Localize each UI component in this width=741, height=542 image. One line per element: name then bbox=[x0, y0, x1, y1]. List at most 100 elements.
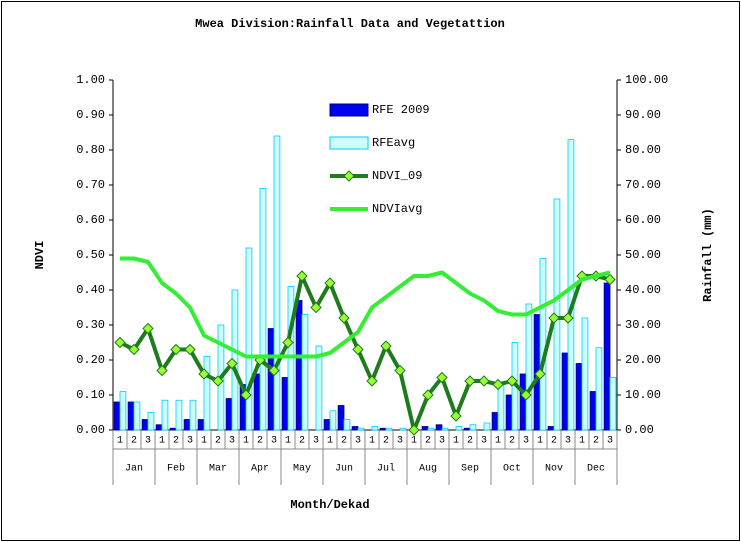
bar bbox=[189, 399, 197, 431]
bar bbox=[295, 300, 303, 431]
y-tick-label: 0.50 bbox=[76, 248, 105, 262]
y2-axis-label: Rainfall (mm) bbox=[701, 208, 715, 302]
marker bbox=[352, 343, 364, 356]
bar bbox=[575, 363, 583, 431]
x-tick-label: 1 bbox=[243, 436, 249, 447]
y-tick-label: 0.00 bbox=[76, 423, 105, 437]
bar bbox=[273, 135, 281, 431]
bar bbox=[259, 188, 267, 431]
marker bbox=[436, 371, 448, 384]
bar bbox=[491, 412, 499, 431]
legend-label: RFEavg bbox=[372, 136, 415, 150]
marker bbox=[562, 312, 574, 324]
marker bbox=[380, 340, 392, 352]
bar bbox=[525, 303, 533, 431]
bar bbox=[539, 258, 547, 431]
y2-tick-label: 40.00 bbox=[625, 283, 661, 297]
x-tick-label: 1 bbox=[117, 436, 123, 447]
marker bbox=[268, 364, 280, 377]
x-group-label: Nov bbox=[545, 464, 563, 475]
bar bbox=[323, 419, 331, 431]
bar bbox=[141, 419, 149, 431]
y-axis-label: NDVI bbox=[33, 241, 47, 270]
marker bbox=[408, 424, 420, 436]
x-group-label: Dec bbox=[587, 464, 605, 475]
bar bbox=[253, 373, 261, 431]
bar bbox=[589, 391, 597, 431]
bar bbox=[315, 345, 323, 431]
bar bbox=[427, 427, 435, 431]
x-group-label: Jul bbox=[377, 463, 395, 475]
x-tick-label: 3 bbox=[607, 436, 613, 447]
marker bbox=[212, 375, 224, 387]
marker bbox=[142, 322, 154, 335]
bar bbox=[127, 401, 135, 431]
x-tick-label: 1 bbox=[201, 436, 207, 447]
y2-tick-label: 0.00 bbox=[625, 423, 654, 437]
y-tick-label: 0.90 bbox=[76, 108, 105, 122]
bar bbox=[371, 426, 379, 431]
y-tick-label: 0.70 bbox=[76, 178, 105, 192]
line bbox=[120, 256, 611, 359]
x-tick-label: 3 bbox=[565, 436, 571, 447]
bar bbox=[505, 394, 513, 431]
x-tick-label: 3 bbox=[145, 436, 151, 447]
x-tick-label: 3 bbox=[397, 436, 403, 447]
chart-title: Mwea Division:Rainfall Data and Vegetatt… bbox=[195, 17, 505, 31]
bar bbox=[483, 422, 491, 431]
y2-tick-label: 10.00 bbox=[625, 388, 661, 402]
x-tick-label: 3 bbox=[439, 436, 445, 447]
marker bbox=[282, 336, 294, 349]
marker bbox=[492, 378, 504, 391]
x-tick-label: 2 bbox=[383, 436, 389, 447]
marker bbox=[520, 389, 532, 401]
bar bbox=[609, 377, 617, 431]
x-group-label: Jun bbox=[335, 464, 353, 475]
x-axis-label: Month/Dekad bbox=[290, 498, 369, 512]
bar bbox=[343, 419, 351, 431]
bar bbox=[581, 317, 589, 431]
marker bbox=[128, 343, 140, 356]
bar bbox=[455, 426, 463, 431]
x-tick-label: 1 bbox=[453, 436, 459, 447]
marker bbox=[450, 410, 462, 422]
x-tick-label: 2 bbox=[257, 436, 263, 447]
bar bbox=[519, 373, 527, 431]
legend-label: NDVIavg bbox=[372, 202, 422, 216]
x-group-label: Feb bbox=[167, 463, 185, 475]
y2-tick-label: 20.00 bbox=[625, 353, 661, 367]
x-tick-label: 3 bbox=[187, 436, 193, 447]
legend-swatch bbox=[329, 136, 369, 150]
y2-tick-label: 30.00 bbox=[625, 318, 661, 332]
marker bbox=[226, 357, 238, 370]
x-group-label: Sep bbox=[461, 464, 479, 475]
x-tick-label: 1 bbox=[159, 436, 165, 447]
marker bbox=[366, 375, 378, 387]
y-tick-label: 0.20 bbox=[76, 353, 105, 367]
marker bbox=[464, 375, 476, 387]
bar bbox=[245, 247, 253, 431]
x-group-label: Oct bbox=[503, 464, 521, 475]
marker bbox=[198, 368, 210, 380]
x-tick-label: 1 bbox=[285, 436, 291, 447]
x-tick-label: 2 bbox=[341, 436, 347, 447]
bar bbox=[497, 384, 505, 431]
bar bbox=[441, 427, 449, 431]
x-tick-label: 1 bbox=[495, 436, 501, 447]
x-tick-label: 2 bbox=[299, 436, 305, 447]
y2-tick-label: 100.00 bbox=[625, 73, 668, 87]
y2-tick-label: 90.00 bbox=[625, 108, 661, 122]
bar bbox=[603, 282, 611, 431]
marker bbox=[338, 312, 350, 324]
y-tick-label: 0.40 bbox=[76, 283, 105, 297]
x-tick-label: 3 bbox=[355, 436, 361, 447]
bar bbox=[113, 401, 121, 431]
x-tick-label: 2 bbox=[593, 436, 599, 447]
bar bbox=[469, 424, 477, 431]
bar bbox=[133, 401, 141, 431]
bar bbox=[203, 356, 211, 431]
marker bbox=[422, 389, 434, 401]
y2-tick-label: 50.00 bbox=[625, 248, 661, 262]
x-group-label: Jan bbox=[125, 464, 143, 475]
